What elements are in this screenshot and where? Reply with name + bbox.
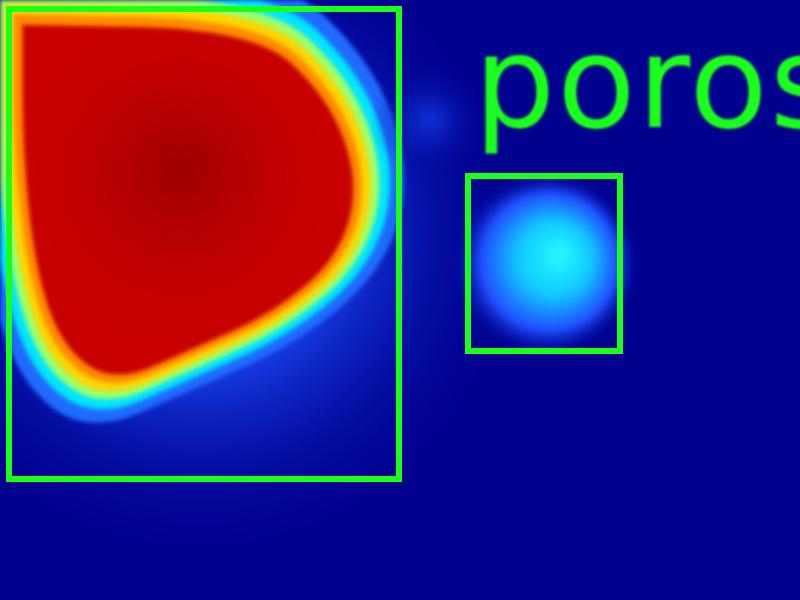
detection-box-small <box>465 173 623 354</box>
detection-label: poros <box>474 9 800 158</box>
detection-box-large <box>6 6 402 482</box>
